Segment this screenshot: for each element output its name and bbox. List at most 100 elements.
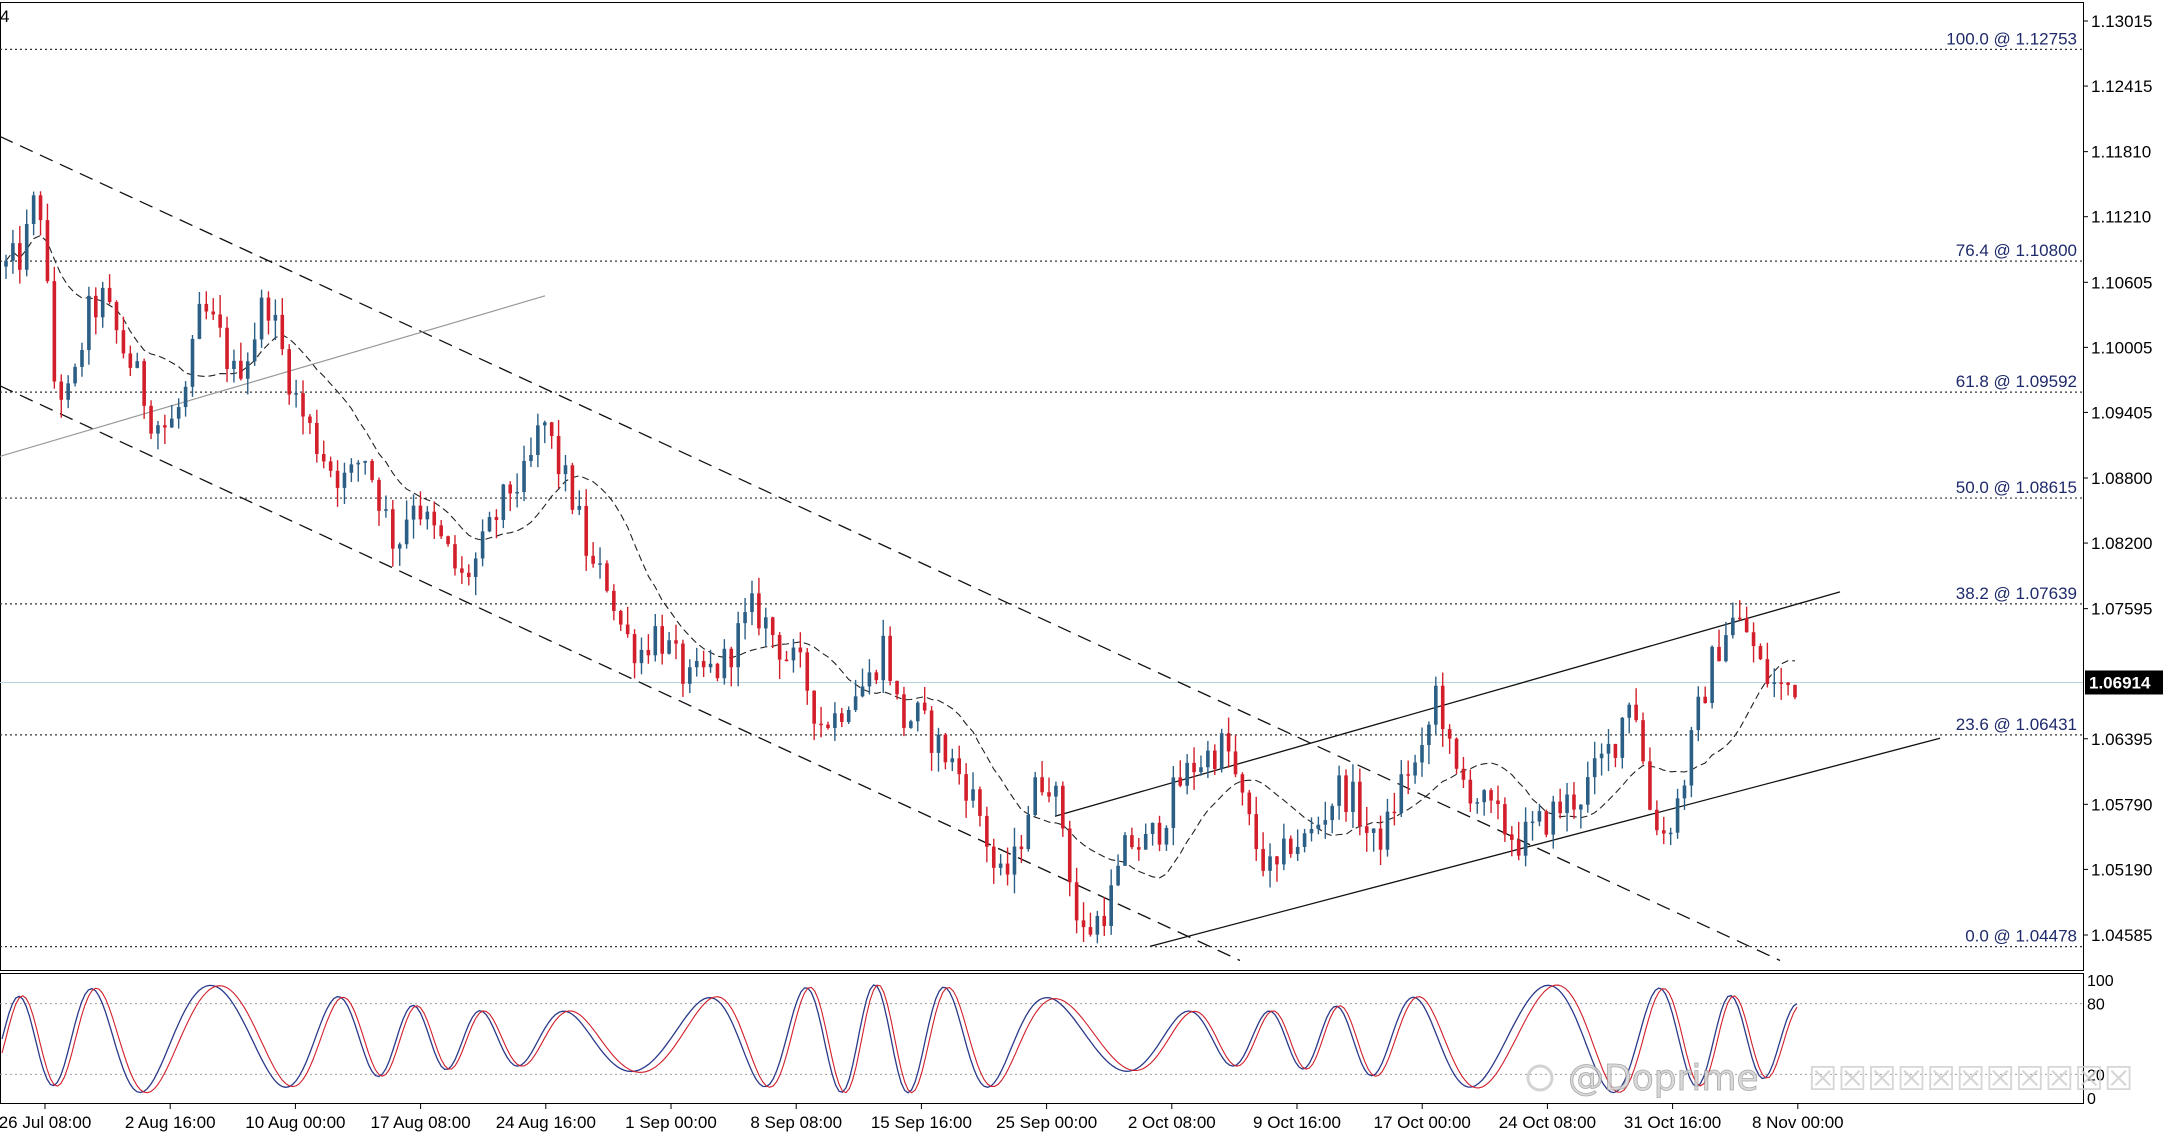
candle-body (1786, 682, 1790, 685)
candle-body (757, 593, 761, 629)
candle-body (888, 635, 892, 681)
candle-body (736, 623, 740, 668)
descending-channel-lower-line (0, 385, 1241, 962)
candle-body (204, 303, 209, 312)
candle-body (342, 472, 347, 488)
candle-body (1371, 828, 1376, 833)
oscillator-tick-label: 80 (2087, 997, 2105, 1014)
candle-body (404, 519, 409, 545)
candle-body (1116, 865, 1120, 886)
candle-body (1233, 751, 1238, 775)
candle-body (446, 536, 450, 545)
candle-body (480, 531, 485, 559)
candle-body (1302, 833, 1307, 847)
candle-body (1185, 762, 1189, 786)
candle-body (473, 558, 478, 577)
candle-body (1061, 785, 1065, 829)
candle-body (1641, 720, 1645, 762)
y-tick-label: 1.05190 (2091, 860, 2152, 879)
candle-body (1019, 846, 1024, 850)
candle-body (1724, 635, 1728, 662)
candle-body (653, 626, 658, 656)
candle-body (542, 422, 547, 426)
candle-body (936, 734, 941, 753)
candle-body (1689, 730, 1694, 786)
candle-body (1537, 811, 1542, 822)
candle-body (1282, 838, 1286, 865)
candle-body (239, 360, 243, 379)
candle-body (1475, 802, 1480, 804)
corner-label: 4 (0, 7, 9, 26)
x-tick-label: 1 Sep 00:00 (625, 1113, 717, 1132)
candle-body (1385, 811, 1390, 850)
fib-level-label: 76.4 @ 1.10800 (1956, 241, 2077, 260)
watermark-text: @Doprime (1568, 1058, 1759, 1099)
candle-body (1530, 821, 1535, 824)
candle-body (964, 774, 968, 801)
candle-body (1219, 733, 1224, 769)
candle-body (881, 635, 886, 681)
candle-body (743, 612, 747, 624)
candle-body (107, 287, 112, 303)
x-tick-label: 24 Oct 08:00 (1499, 1113, 1596, 1132)
candle-body (1772, 682, 1777, 685)
fib-level-label: 0.0 @ 1.04478 (1965, 927, 2077, 946)
candle-body (694, 661, 699, 668)
candle-body (957, 758, 962, 775)
candle-body (418, 505, 423, 520)
candle-body (729, 648, 734, 668)
candle-body (1344, 775, 1348, 813)
candle-body (688, 667, 692, 684)
candle-body (819, 723, 823, 726)
x-tick-label: 8 Sep 08:00 (750, 1113, 842, 1132)
candle-body (73, 366, 77, 384)
candle-body (1309, 828, 1314, 834)
candle-body (1482, 790, 1486, 803)
candle-body (915, 702, 920, 722)
x-tick-label: 15 Sep 16:00 (871, 1113, 972, 1132)
candle-body (487, 517, 492, 532)
candle-body (991, 846, 996, 868)
candle-body (114, 302, 119, 331)
candle-body (750, 593, 754, 613)
candle-body (1682, 785, 1687, 799)
candle-body (570, 465, 575, 510)
candle-body (646, 649, 651, 656)
x-tick-label: 17 Oct 00:00 (1374, 1113, 1471, 1132)
candle-body (1585, 777, 1590, 805)
candle-body (1793, 684, 1797, 698)
fib-level-label: 50.0 @ 1.08615 (1956, 478, 2077, 497)
candle-body (1758, 646, 1763, 660)
y-tick-label: 1.05790 (2091, 795, 2152, 814)
candle-body (1420, 745, 1424, 763)
candle-body (853, 696, 858, 710)
candle-body (4, 260, 8, 267)
candle-body (909, 721, 913, 728)
y-tick-label: 1.08200 (2091, 534, 2152, 553)
y-tick-label: 1.11810 (2091, 143, 2151, 162)
candle-body (1157, 822, 1162, 845)
candle-body (515, 491, 519, 494)
candle-body (1081, 920, 1086, 928)
candle-body (1779, 682, 1783, 684)
candle-body (100, 287, 105, 318)
candle-body (867, 672, 872, 687)
candle-body (1095, 915, 1100, 935)
candle-body (93, 295, 98, 318)
candle-body (722, 648, 727, 679)
candle-body (1744, 618, 1749, 633)
candle-body (1427, 724, 1431, 746)
candle-body (59, 381, 64, 400)
candle-body (1440, 685, 1445, 730)
time-axis: 26 Jul 08:00 2 Aug 16:00 10 Aug 00:00 17 Au… (0, 1104, 1844, 1132)
candle-body (31, 195, 36, 224)
candle-body (1592, 758, 1597, 778)
candle-body (183, 386, 188, 408)
candle-body (846, 709, 851, 722)
current-price-badge: 1.06914 (2085, 670, 2163, 695)
candle-body (377, 479, 381, 511)
candle-body (605, 563, 609, 591)
candle-body (1731, 617, 1735, 636)
candle-body (1606, 743, 1611, 754)
candle-body (370, 460, 374, 480)
